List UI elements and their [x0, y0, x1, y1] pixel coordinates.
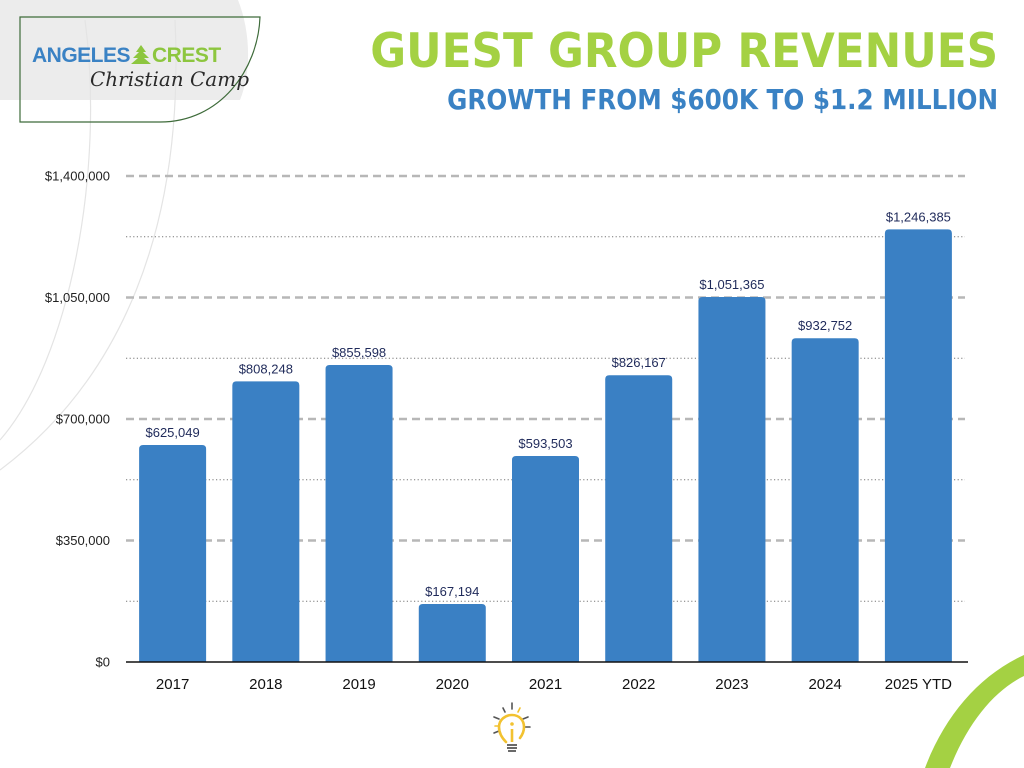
data-label: $1,051,365	[699, 277, 764, 292]
bar-2025-ytd	[884, 229, 952, 662]
data-label: $932,752	[798, 318, 852, 333]
data-label: $855,598	[332, 345, 386, 360]
logo-text-angeles: ANGELES	[32, 44, 131, 67]
x-tick-label: 2022	[622, 676, 655, 693]
x-tick-label: 2023	[715, 676, 748, 693]
logo-text-crest: CREST	[152, 44, 221, 67]
y-tick-label: $1,050,000	[45, 290, 110, 305]
y-tick-label: $0	[96, 655, 110, 670]
page-subtitle: GROWTH FROM $600K TO $1.2 MILLION	[447, 83, 998, 116]
x-tick-label: 2018	[249, 676, 282, 693]
x-tick-label: 2017	[156, 676, 189, 693]
x-tick-label: 2025 YTD	[885, 676, 952, 693]
bar-2022	[605, 375, 673, 662]
data-label: $826,167	[612, 355, 666, 370]
decorative-arc-outer	[0, 19, 177, 471]
data-label: $1,246,385	[886, 209, 951, 224]
data-label: $808,248	[239, 361, 293, 376]
logo-tagline: Christian Camp	[90, 67, 249, 91]
lightbulb-icon	[493, 702, 531, 752]
page-title: GUEST GROUP REVENUES	[370, 24, 998, 79]
accent-arc	[925, 655, 1024, 768]
bar-2021	[512, 455, 579, 662]
bar-2020	[418, 603, 486, 662]
data-label: $167,194	[425, 584, 479, 599]
x-tick-label: 2020	[436, 676, 469, 693]
x-tick-label: 2019	[342, 676, 375, 693]
bar-2017	[139, 445, 207, 662]
data-label: $625,049	[145, 425, 199, 440]
logo: ANGELES CREST Christian Camp	[20, 17, 260, 122]
header-gray-shape	[0, 0, 249, 100]
decorative-arc-inner	[0, 19, 92, 441]
data-labels: $625,049 $808,248 $855,598 $167,194 $593,503…	[145, 209, 950, 599]
bar-2018	[232, 381, 300, 662]
x-axis-ticks: 2017 2018 2019 2020 2021 2022 2023 2024 2025 YTD	[156, 676, 952, 693]
bar-2024	[791, 338, 859, 662]
y-axis-ticks: $0 $350,000 $700,000 $1,050,000 $1,400,000	[45, 169, 110, 670]
logo-frame	[19, 16, 261, 123]
logo-wordmark: ANGELES CREST	[32, 44, 221, 68]
y-tick-label: $1,400,000	[45, 169, 110, 184]
bar-2023	[698, 297, 766, 662]
bars	[139, 229, 952, 662]
pine-tree-icon	[131, 45, 152, 64]
x-tick-label: 2021	[529, 676, 562, 693]
y-tick-label: $350,000	[56, 533, 110, 548]
bar-2019	[325, 364, 393, 662]
data-label: $593,503	[518, 436, 572, 451]
x-tick-label: 2024	[808, 676, 841, 693]
y-tick-label: $700,000	[56, 412, 110, 427]
